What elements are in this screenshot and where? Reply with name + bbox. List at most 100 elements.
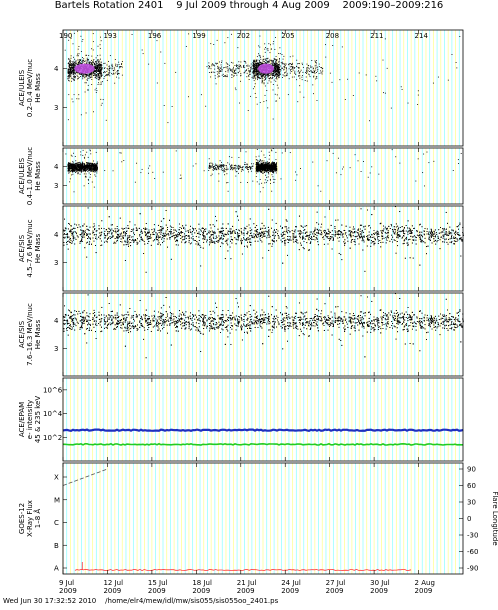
data-point — [291, 64, 293, 66]
data-point — [234, 169, 236, 171]
data-point — [78, 73, 80, 75]
data-point — [231, 70, 233, 72]
data-point — [261, 62, 263, 64]
data-point — [68, 169, 70, 170]
data-point — [262, 75, 264, 77]
data-point — [213, 167, 215, 169]
data-point — [320, 67, 322, 68]
data-point — [85, 175, 87, 177]
data-point — [117, 74, 118, 75]
data-point — [417, 90, 419, 92]
data-point — [69, 75, 71, 77]
data-point — [215, 83, 217, 85]
data-point — [89, 72, 91, 74]
data-point — [297, 63, 299, 65]
data-point — [88, 162, 89, 164]
data-point — [72, 160, 74, 162]
data-point — [260, 63, 262, 65]
data-point — [109, 70, 111, 72]
data-point — [187, 96, 189, 98]
data-point — [263, 168, 264, 170]
data-point — [69, 59, 71, 61]
data-point — [270, 165, 271, 167]
data-point — [88, 162, 90, 164]
data-point — [73, 75, 75, 77]
data-point — [223, 164, 225, 166]
data-point — [213, 169, 214, 171]
data-point — [299, 85, 301, 87]
data-point — [89, 166, 91, 168]
data-point — [265, 166, 267, 168]
data-point — [281, 152, 283, 154]
data-point — [271, 166, 273, 168]
data-point — [245, 65, 247, 67]
data-point — [272, 60, 274, 62]
data-point — [67, 170, 69, 172]
data-point — [238, 172, 239, 174]
data-point — [92, 171, 94, 173]
data-point — [304, 80, 306, 81]
data-point — [314, 72, 316, 74]
data-point — [87, 75, 89, 77]
data-point — [266, 161, 268, 163]
data-point — [259, 65, 261, 67]
data-point — [259, 169, 261, 171]
data-point — [73, 79, 75, 81]
data-point — [240, 72, 242, 74]
data-point — [254, 63, 256, 65]
data-point — [277, 70, 279, 72]
data-point — [79, 162, 81, 164]
data-point — [383, 92, 384, 94]
data-point — [217, 73, 218, 75]
data-point — [307, 67, 309, 69]
data-point — [65, 153, 67, 155]
data-point — [265, 164, 267, 166]
data-point — [219, 69, 221, 71]
data-point — [73, 61, 75, 63]
data-point — [85, 167, 87, 169]
data-point — [274, 169, 276, 171]
data-point — [253, 70, 255, 72]
data-point — [240, 181, 242, 183]
data-point — [95, 76, 97, 78]
data-point — [256, 74, 258, 76]
data-point — [284, 72, 286, 73]
data-point — [73, 66, 75, 68]
data-point — [94, 174, 96, 176]
data-point — [71, 67, 73, 69]
data-point — [238, 64, 240, 66]
data-point — [104, 170, 106, 172]
data-point — [212, 163, 214, 165]
data-point — [360, 171, 362, 172]
data-point — [78, 77, 80, 78]
data-point — [95, 71, 96, 73]
data-point — [83, 165, 85, 167]
data-point — [86, 169, 88, 171]
data-point — [67, 77, 69, 79]
data-point — [92, 166, 94, 167]
data-point — [86, 63, 87, 65]
data-point — [272, 171, 273, 173]
data-point — [94, 166, 96, 168]
data-point — [258, 62, 259, 64]
data-point — [264, 157, 266, 158]
data-point — [252, 62, 254, 64]
data-point — [256, 62, 258, 64]
data-point — [262, 187, 264, 189]
data-point — [97, 63, 99, 65]
data-point — [271, 169, 272, 171]
data-point — [268, 168, 270, 170]
data-point — [100, 68, 102, 70]
data-point — [217, 62, 219, 64]
data-point — [86, 79, 88, 81]
data-point — [267, 176, 269, 178]
data-point — [256, 170, 258, 172]
data-point — [92, 167, 94, 169]
data-point — [215, 164, 217, 166]
data-point — [75, 168, 77, 170]
data-point — [91, 170, 93, 172]
data-point — [95, 62, 97, 64]
data-point — [84, 168, 86, 170]
data-point — [275, 66, 277, 68]
data-point — [298, 67, 300, 69]
